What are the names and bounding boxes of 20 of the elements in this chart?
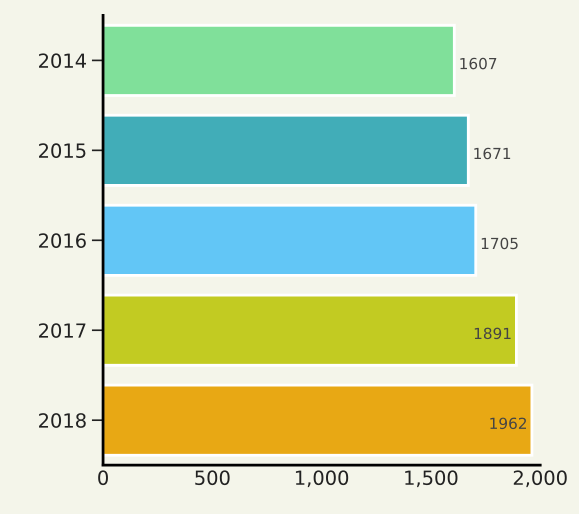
bar (103, 204, 478, 277)
bar (103, 294, 518, 367)
x-tick-label: 1,000 (296, 470, 348, 488)
y-tick-label: 2017 (39, 323, 86, 338)
y-tick-label: 2018 (39, 413, 86, 428)
data-label: 1962 (490, 418, 526, 430)
x-tick-label: 1,500 (405, 470, 458, 488)
bar (103, 114, 470, 187)
y-tick-label: 2016 (39, 233, 86, 248)
bar (103, 384, 534, 457)
x-tick-label: 0 (98, 470, 108, 486)
data-label: 1607 (460, 58, 496, 70)
data-label: 1891 (474, 328, 511, 340)
bar (103, 24, 456, 97)
x-tick-label: 2,000 (514, 470, 567, 488)
data-label: 1671 (474, 148, 510, 160)
y-tick-label: 2014 (39, 53, 86, 68)
data-label: 1705 (482, 238, 518, 250)
x-tick-label: 500 (195, 470, 230, 486)
y-tick-label: 2015 (39, 143, 86, 158)
